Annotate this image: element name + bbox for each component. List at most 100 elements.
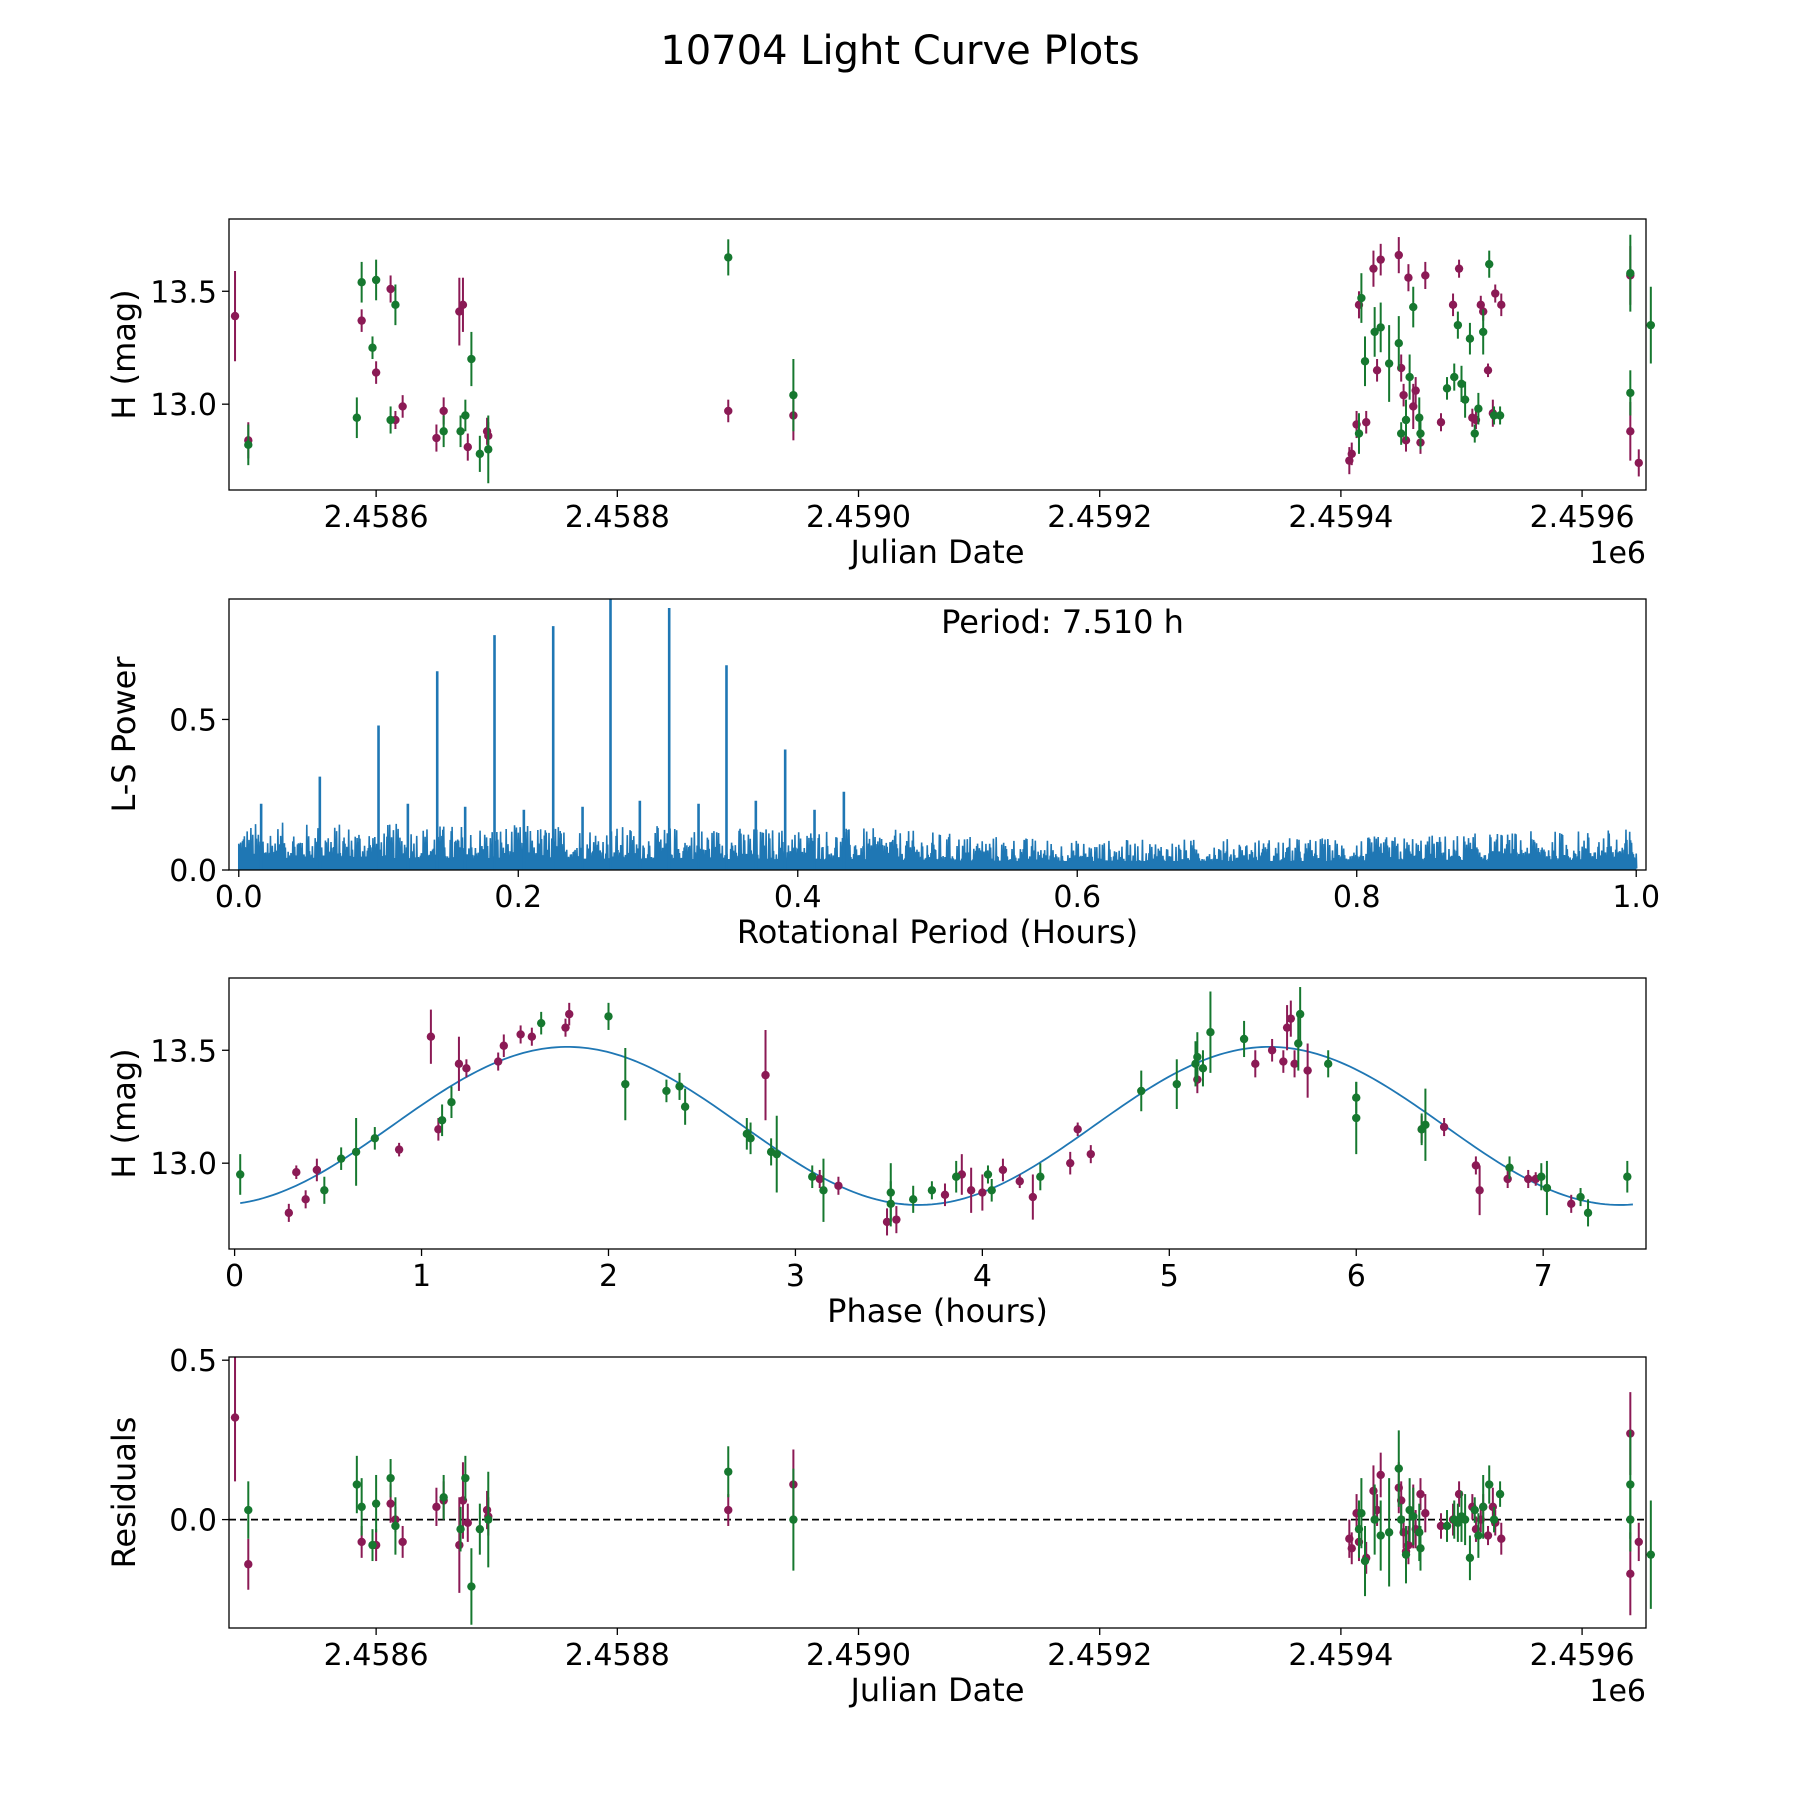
lc-data-point	[1634, 458, 1643, 468]
phase-data-point	[351, 1147, 361, 1157]
lc-ytick-label: 13.5	[150, 275, 217, 310]
lc-data-point	[484, 445, 493, 454]
phase-data-point	[516, 1030, 525, 1039]
phase-data-point	[312, 1165, 322, 1175]
lc-xtick-label: 2.4588	[565, 500, 670, 535]
resid-data-point	[1369, 1486, 1378, 1496]
light-curve-ylabel: H (mag)	[105, 289, 143, 419]
lc-data-point	[368, 343, 377, 352]
lc-data-point	[1376, 255, 1385, 264]
lc-data-point	[1384, 359, 1394, 368]
resid-frame	[228, 1356, 1647, 1629]
resid-data-point	[1442, 1521, 1452, 1531]
lc-data-point	[1646, 320, 1656, 330]
lc-data-point	[1626, 427, 1635, 436]
phase-data-point	[394, 1145, 404, 1154]
phase-data-point	[1206, 1028, 1215, 1037]
phase-series-magenta	[284, 1000, 1576, 1236]
lc-data-point	[458, 300, 468, 310]
light-curve-xlabel: Julian Date	[848, 533, 1024, 571]
lc-ytick-label: 13.0	[150, 388, 217, 423]
resid-data-point	[1483, 1531, 1493, 1540]
lc-data-point	[1370, 327, 1379, 337]
resid-data-point	[1489, 1515, 1499, 1524]
lc-data-point	[724, 253, 733, 262]
resid-data-point	[461, 1473, 470, 1483]
phase-data-point	[1576, 1192, 1585, 1202]
resid-data-point	[1370, 1515, 1379, 1524]
lc-data-point	[1369, 264, 1378, 273]
lc-data-point	[1626, 269, 1635, 278]
resid-data-point	[391, 1521, 400, 1531]
phase-data-point	[1294, 1039, 1303, 1048]
resid-data-point	[456, 1524, 465, 1534]
lc-data-point	[1497, 300, 1506, 310]
lc-data-point	[1460, 395, 1470, 404]
phase-data-point	[908, 1195, 918, 1204]
lc-data-point	[1405, 372, 1414, 382]
phase-data-point	[927, 1186, 937, 1195]
resid-data-point	[244, 1560, 253, 1569]
pg-xtick-label: 0.8	[1333, 880, 1381, 915]
pg-ytick-label: 0.5	[169, 703, 217, 738]
pg-xtick-label: 0.0	[215, 880, 263, 915]
phase-data-point	[447, 1098, 456, 1107]
lc-data-point	[357, 316, 366, 325]
lc-data-point	[432, 433, 441, 443]
resid-data-point	[484, 1515, 493, 1524]
lc-data-point	[1454, 264, 1464, 273]
pg-frame	[228, 598, 1647, 871]
lc-data-point	[1450, 372, 1459, 382]
resid-data-point	[1396, 1515, 1406, 1524]
lc-data-point	[1399, 390, 1408, 400]
phase-data-point	[746, 1134, 755, 1143]
lc-data-point	[1394, 339, 1403, 348]
lc-data-point	[1372, 366, 1382, 375]
phase-data-point	[1251, 1059, 1260, 1069]
phase-data-point	[1015, 1177, 1024, 1186]
resid-xtick-label: 2.4590	[806, 1638, 911, 1673]
phase-xtick-label: 1	[412, 1259, 431, 1294]
resid-data-point	[1376, 1531, 1385, 1540]
resid-data-point	[1376, 1470, 1385, 1480]
lc-data-point	[1376, 323, 1385, 332]
phase-data-point	[336, 1154, 346, 1163]
lc-data-point	[352, 413, 362, 422]
figure-title: 10704 Light Curve Plots	[660, 28, 1140, 74]
phase-data-point	[1073, 1125, 1082, 1134]
residuals-ylabel: Residuals	[105, 1417, 143, 1569]
lc-data-point	[724, 406, 733, 416]
phase-data-point	[983, 1170, 993, 1179]
lc-data-point	[1409, 402, 1418, 411]
resid-data-point	[1415, 1528, 1424, 1537]
phase-data-point	[1542, 1183, 1552, 1193]
lc-data-point	[1483, 366, 1493, 375]
phase-data-point	[1286, 1014, 1296, 1023]
lc-data-point	[1354, 429, 1364, 438]
phase-xtick-label: 4	[973, 1259, 992, 1294]
residuals-xlabel: Julian Date	[848, 1671, 1024, 1709]
phase-data-point	[1303, 1066, 1312, 1075]
phase-xtick-label: 0	[225, 1259, 244, 1294]
resid-data-point	[1416, 1544, 1425, 1553]
phase-data-point	[565, 1009, 574, 1019]
resid-data-point	[1465, 1553, 1475, 1563]
fit-curve	[240, 1045, 1633, 1206]
lc-data-point	[1409, 302, 1418, 312]
lc-data-point	[1495, 411, 1505, 420]
phase-data-point	[284, 1208, 294, 1218]
phase-data-point	[819, 1186, 828, 1195]
resid-data-point	[244, 1505, 253, 1515]
lc-data-point	[1415, 413, 1424, 422]
phase-data-point	[1421, 1120, 1430, 1129]
phase-data-point	[1503, 1174, 1512, 1184]
lc-xtick-label: 2.4594	[1288, 500, 1393, 535]
phase-xtick-label: 3	[786, 1259, 805, 1294]
resid-data-point	[463, 1518, 472, 1527]
resid-data-point	[1384, 1528, 1394, 1537]
lc-data-point	[456, 427, 465, 436]
resid-data-point	[357, 1502, 366, 1512]
resid-data-point	[1478, 1502, 1488, 1512]
resid-xtick-label: 2.4594	[1288, 1638, 1393, 1673]
